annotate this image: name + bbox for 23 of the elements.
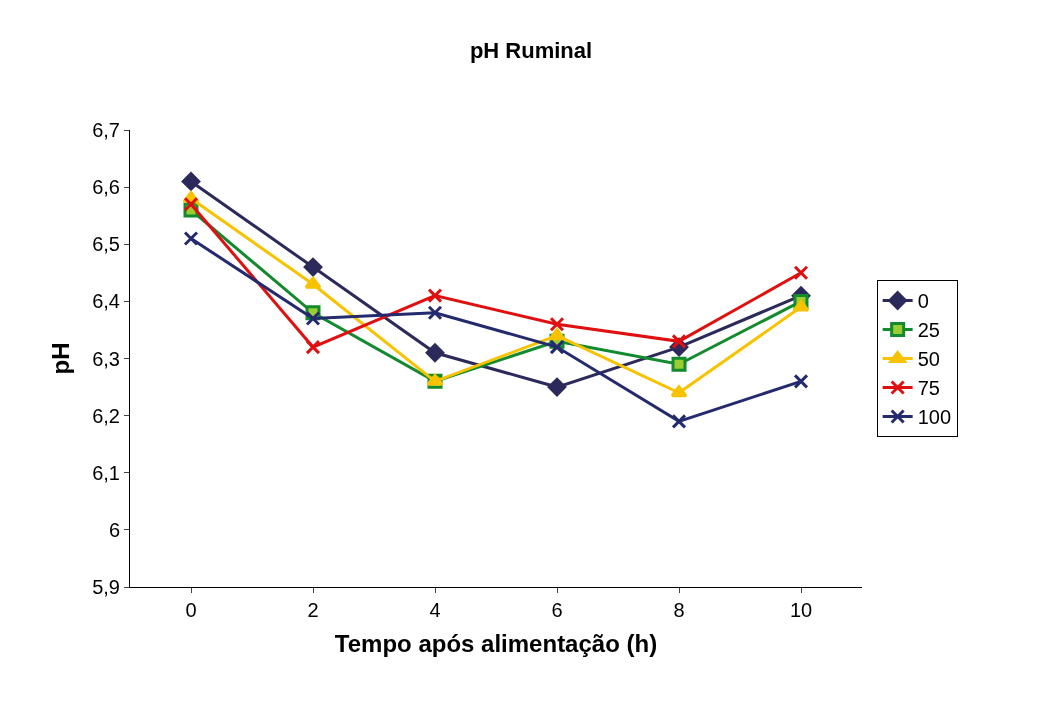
x-tick-label: 4 [429, 599, 441, 621]
y-tick-label: 6 [108, 518, 120, 541]
chart-title: pH Ruminal [469, 38, 593, 64]
y-tick-label: 5,9 [92, 576, 120, 598]
x-tick-label: 8 [673, 599, 685, 621]
legend-label: 75 [917, 377, 940, 400]
y-tick-label: 6,2 [92, 404, 120, 427]
legend-label: 0 [917, 290, 929, 313]
y-tick-label: 6,3 [92, 347, 120, 370]
x-axis-title: Tempo após alimentação (h) [334, 630, 658, 658]
y-axis-title: pH [47, 342, 75, 375]
x-tick-label: 2 [307, 599, 319, 621]
y-tick-label: 6,7 [92, 119, 120, 141]
legend-label: 50 [917, 348, 940, 371]
y-tick-label: 6,1 [92, 461, 120, 484]
x-tick-label: 6 [551, 599, 563, 621]
legend-label: 100 [917, 406, 952, 429]
x-tick-label: 0 [185, 599, 197, 621]
x-tick-label: 10 [789, 599, 813, 621]
y-tick-label: 6,5 [92, 233, 120, 256]
legend-label: 25 [917, 319, 940, 342]
y-tick-label: 6,6 [92, 176, 120, 199]
y-tick-label: 6,4 [92, 290, 120, 313]
